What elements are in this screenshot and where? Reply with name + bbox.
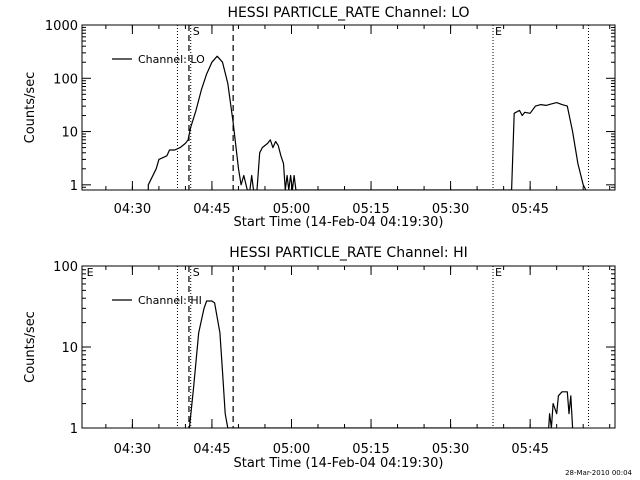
legend-label: Channel: LO (138, 53, 205, 66)
x-axis-label: Start Time (14-Feb-04 04:19:30) (234, 456, 444, 471)
series-line-0 (188, 300, 574, 428)
y-tick-label: 100 (53, 260, 78, 275)
x-tick-label: 04:45 (193, 442, 230, 457)
y-axis-label: Counts/sec (23, 72, 38, 144)
chart-title: HESSI PARTICLE_RATE Channel: LO (227, 5, 469, 21)
x-tick-label: 04:30 (114, 202, 151, 217)
plot-frame (81, 265, 616, 429)
x-tick-label: 05:00 (273, 442, 310, 457)
marker-label: S (193, 25, 200, 38)
x-tick-label: 05:30 (432, 442, 469, 457)
x-tick-label: 05:45 (511, 202, 548, 217)
y-tick-label: 1 (70, 179, 78, 194)
x-tick-label: 05:15 (352, 442, 389, 457)
marker-label: S (193, 266, 200, 279)
y-tick-label: 10 (61, 341, 78, 356)
series-line-0 (147, 55, 587, 190)
y-tick-label: 1 (70, 422, 78, 437)
x-tick-label: 05:00 (273, 202, 310, 217)
x-tick-label: 04:45 (193, 202, 230, 217)
x-tick-label: 04:30 (114, 442, 151, 457)
chart-panel-0: HESSI PARTICLE_RATE Channel: LO 1 10 100 100… (23, 5, 616, 230)
legend-label: Channel: HI (138, 294, 202, 307)
y-tick-label: 10 (61, 126, 78, 141)
y-tick-label: 1000 (45, 19, 78, 34)
chart-panel-1: HESSI PARTICLE_RATE Channel: HI 1 10 100 04:… (23, 245, 616, 471)
x-tick-label: 05:15 (352, 202, 389, 217)
marker-label: E (87, 266, 94, 279)
x-axis-label: Start Time (14-Feb-04 04:19:30) (234, 215, 444, 230)
marker-label: E (495, 266, 502, 279)
chart-title: HESSI PARTICLE_RATE Channel: HI (229, 245, 467, 261)
x-tick-label: 05:45 (511, 442, 548, 457)
marker-label: E (495, 25, 502, 38)
y-axis-label: Counts/sec (23, 311, 38, 383)
y-tick-label: 100 (53, 72, 78, 87)
x-tick-label: 05:30 (432, 202, 469, 217)
plot-timestamp: 28-Mar-2010 00:04 (565, 469, 632, 477)
